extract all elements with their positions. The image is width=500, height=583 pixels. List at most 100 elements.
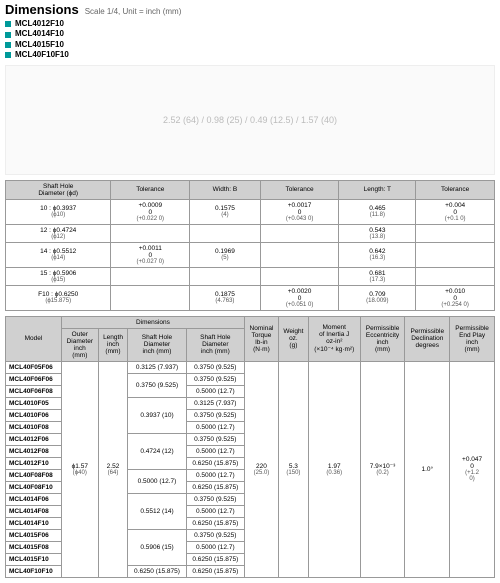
cell: 0.3750 (9.525) (186, 373, 244, 385)
model-cell: MCL4014F08 (6, 505, 62, 517)
cell (111, 267, 190, 285)
bullet-icon (5, 42, 11, 48)
cell: 0.6250 (15.875) (186, 457, 244, 469)
col-header: Shaft HoleDiameter (ϕd) (6, 180, 111, 199)
model-label: MCL4012F10 (15, 19, 64, 29)
model-cell: MCL4014F10 (6, 517, 62, 529)
diagram-placeholder: 2.52 (64) / 0.98 (25) / 0.49 (12.5) / 1.… (163, 115, 337, 125)
model-cell: MCL40F05F06 (6, 361, 62, 373)
table-row: F10 : ϕ0.6250(ϕ15.875)0.1875(4.763)+0.00… (6, 285, 495, 310)
cell: 0.3125 (7.937) (186, 397, 244, 409)
cell: 0.642(16.3) (339, 242, 416, 267)
cell: 14 : ϕ0.5512(ϕ14) (6, 242, 111, 267)
cell: 0.681(17.3) (339, 267, 416, 285)
col-header: Shaft HoleDiameterinch (mm) (186, 328, 244, 361)
bullet-icon (5, 52, 11, 58)
col-header: PermissibleEccentricityinch(mm) (360, 316, 405, 361)
table-row: MCL40F05F06ϕ1.57(ϕ40)2.52(64)0.3125 (7.9… (6, 361, 495, 373)
model-cell: MCL4010F05 (6, 397, 62, 409)
col-header: Tolerance (260, 180, 339, 199)
col-header: Length: T (339, 180, 416, 199)
model-cell: MCL40F10F10 (6, 565, 62, 577)
page-title: Dimensions (5, 2, 79, 17)
cell (260, 267, 339, 285)
cell: 0.3125 (7.937) (128, 361, 186, 373)
cell: 2.52(64) (98, 361, 128, 577)
cell: 1.97(0.36) (308, 361, 360, 577)
model-item: MCL40F10F10 (5, 50, 495, 60)
model-cell: MCL4010F08 (6, 421, 62, 433)
model-cell: MCL4015F10 (6, 553, 62, 565)
cell: 10 : ϕ0.3937(ϕ10) (6, 199, 111, 224)
model-cell: MCL40F06F08 (6, 385, 62, 397)
col-header: OuterDiameterinch(mm) (61, 328, 98, 361)
cell: 0.5000 (12.7) (186, 469, 244, 481)
dimensions-table: ModelDimensionsNominalTorquelb-in(N·m)We… (5, 316, 495, 578)
cell: +0.0470(+1.20) (450, 361, 495, 577)
cell: 1.0° (405, 361, 450, 577)
cell: 0.6250 (15.875) (186, 517, 244, 529)
cell (416, 224, 495, 242)
cell: 0.5000 (12.7) (186, 541, 244, 553)
model-cell: MCL4012F08 (6, 445, 62, 457)
cell: 0.1575(4) (190, 199, 261, 224)
cell: +0.00170(+0.043 0) (260, 199, 339, 224)
cell: 0.5000 (12.7) (186, 445, 244, 457)
cell (111, 285, 190, 310)
cell (190, 224, 261, 242)
cell: ϕ1.57(ϕ40) (61, 361, 98, 577)
cell: 0.6250 (15.875) (186, 481, 244, 493)
table-row: 14 : ϕ0.5512(ϕ14)+0.00110(+0.027 0)0.196… (6, 242, 495, 267)
model-cell: MCL40F08F10 (6, 481, 62, 493)
cell: 0.6250 (15.875) (186, 565, 244, 577)
cell: 0.3750 (9.525) (128, 373, 186, 397)
cell: 0.3937 (10) (128, 397, 186, 433)
cell (260, 224, 339, 242)
cell: 0.5000 (12.7) (186, 385, 244, 397)
table-row: 10 : ϕ0.3937(ϕ10)+0.00090(+0.022 0)0.157… (6, 199, 495, 224)
col-header: Shaft HoleDiameterinch (mm) (128, 328, 186, 361)
cell: +0.00200(+0.051 0) (260, 285, 339, 310)
model-item: MCL4012F10 (5, 19, 495, 29)
cell: 0.3750 (9.525) (186, 361, 244, 373)
model-cell: MCL4015F06 (6, 529, 62, 541)
model-list: MCL4012F10MCL4014F10MCL4015F10MCL40F10F1… (0, 19, 500, 65)
model-cell: MCL4012F06 (6, 433, 62, 445)
cell: 0.5512 (14) (128, 493, 186, 529)
cell: 0.6250 (15.875) (128, 565, 186, 577)
table-row: 15 : ϕ0.5906(ϕ15)0.681(17.3) (6, 267, 495, 285)
header: Dimensions Scale 1/4, Unit = inch (mm) (0, 0, 500, 19)
model-cell: MCL4010F06 (6, 409, 62, 421)
model-cell: MCL40F08F08 (6, 469, 62, 481)
cell (190, 267, 261, 285)
model-item: MCL4015F10 (5, 40, 495, 50)
cell: +0.00090(+0.022 0) (111, 199, 190, 224)
cell: 0.6250 (15.875) (186, 553, 244, 565)
cell: +0.00110(+0.027 0) (111, 242, 190, 267)
model-cell: MCL4012F10 (6, 457, 62, 469)
cell: 5.3(150) (278, 361, 308, 577)
cell: 0.5000 (12.7) (128, 469, 186, 493)
col-header: PermissibleDeclinationdegrees (405, 316, 450, 361)
cell: 0.5906 (15) (128, 529, 186, 565)
model-cell: MCL4015F08 (6, 541, 62, 553)
cell: 0.465(11.8) (339, 199, 416, 224)
cell: 0.1875(4.763) (190, 285, 261, 310)
cell: 0.4724 (12) (128, 433, 186, 469)
cell: 0.5000 (12.7) (186, 421, 244, 433)
cell: 220(25.0) (244, 361, 278, 577)
col-header: Weightoz.(g) (278, 316, 308, 361)
bullet-icon (5, 32, 11, 38)
cell: 0.3750 (9.525) (186, 493, 244, 505)
table-row: 12 : ϕ0.4724(ϕ12)0.543(13.8) (6, 224, 495, 242)
cell: +0.0100(+0.254 0) (416, 285, 495, 310)
tolerance-table: Shaft HoleDiameter (ϕd)ToleranceWidth: B… (5, 180, 495, 311)
col-header: NominalTorquelb-in(N·m) (244, 316, 278, 361)
cell: 0.5000 (12.7) (186, 505, 244, 517)
scale-note: Scale 1/4, Unit = inch (mm) (85, 7, 182, 16)
cell: 12 : ϕ0.4724(ϕ12) (6, 224, 111, 242)
col-header: Model (6, 316, 62, 361)
cell (260, 242, 339, 267)
model-label: MCL4015F10 (15, 40, 64, 50)
cell: 0.3750 (9.525) (186, 529, 244, 541)
